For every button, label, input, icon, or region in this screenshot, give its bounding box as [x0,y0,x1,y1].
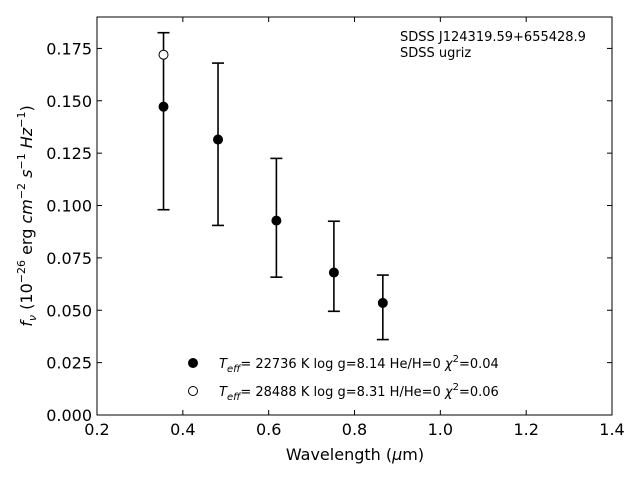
y-tick-label: 0.050 [46,301,92,320]
data-point-filled [213,134,224,145]
y-tick-label: 0.000 [46,406,92,425]
x-tick-label: 0.2 [84,420,109,439]
legend-marker-filled [188,358,198,368]
x-tick-label: 1.4 [599,420,624,439]
y-tick-label: 0.075 [46,249,92,268]
y-tick-label: 0.150 [46,92,92,111]
plot-frame [96,16,613,416]
y-tick-label: 0.125 [46,144,92,163]
axis-ticks: 0.2 0.4 0.6 0.8 1.0 1.2 1.4 0.000 0.025 0.050 0.07… [46,17,625,439]
data-points [158,49,388,308]
legend: Teff= 22736 K log g=8.14 He/H=0 χ2=0.04 … [188,354,499,403]
x-tick-label: 1.2 [513,420,538,439]
x-tick-label: 0.4 [170,420,195,439]
data-point-filled [271,215,282,226]
data-point-filled [377,297,388,308]
y-tick-label: 0.025 [46,354,92,373]
photometry-annotation: SDSS ugriz [400,46,471,61]
x-tick-label: 0.6 [256,420,281,439]
x-tick-label: 1.0 [428,420,453,439]
y-tick-label: 0.100 [46,197,92,216]
legend-marker-open [188,386,198,396]
legend-label-2: Teff= 28488 K log g=8.31 H/He=0 χ2=0.06 [219,382,499,403]
data-point-filled [158,101,169,112]
x-axis-title: Wavelength (μm) [286,445,424,464]
data-point-open [158,49,169,60]
y-axis-title: fν (10−26 erg cm−2 s−1 Hz−1) [15,105,39,326]
y-tick-label: 0.175 [46,39,92,58]
x-tick-label: 0.8 [342,420,367,439]
data-point-filled [328,267,339,278]
legend-label-1: Teff= 22736 K log g=8.14 He/H=0 χ2=0.04 [219,354,499,375]
object-name-annotation: SDSS J124319.59+655428.9 [400,30,586,45]
error-bars [157,31,389,341]
